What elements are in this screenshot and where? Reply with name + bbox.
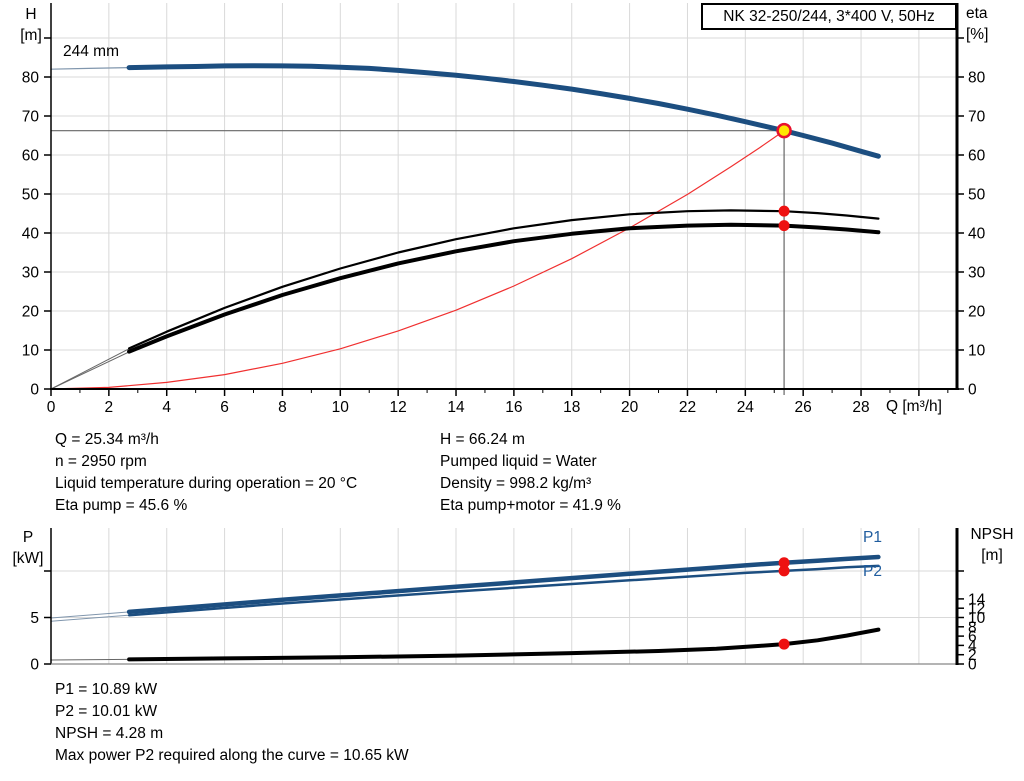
head-chart-right-tick-label: 20 [968, 304, 986, 321]
power-chart-left-tick-label: 0 [30, 657, 39, 674]
p2-curve-lead[interactable] [50, 614, 130, 622]
head-chart-left-tick-label: 30 [22, 265, 40, 282]
head-chart-right-tick-label: 10 [968, 343, 986, 360]
head-chart-left-tick-label: 20 [22, 304, 40, 321]
head-chart-x-tick-label: 6 [220, 399, 229, 416]
eta-pump-motor-point[interactable] [778, 220, 790, 232]
head-chart-x-tick-label: 14 [447, 399, 465, 416]
head-chart-x-tick-label: 12 [390, 399, 407, 416]
eta-pump-curve[interactable] [128, 209, 880, 350]
h-axis-symbol: H [25, 6, 37, 23]
npsh-curve-lead[interactable] [50, 658, 130, 661]
npsh-axis-symbol: NPSH [970, 526, 1014, 543]
p2-curve-label: P2 [863, 563, 882, 580]
head-curve-lead[interactable] [50, 66, 130, 70]
duty-info-right: H = 66.24 m Pumped liquid = Water Densit… [440, 429, 621, 517]
head-chart-left-tick-label: 70 [22, 109, 40, 126]
head-chart-right-tick-label: 60 [968, 148, 986, 165]
power-chart-right-tick-label: 0 [968, 657, 977, 674]
head-chart-x-tick-label: 18 [563, 399, 580, 416]
eta-pump-motor-curve-lead[interactable] [50, 351, 130, 390]
info-pumped-liquid: Pumped liquid = Water [440, 453, 597, 470]
p1-curve[interactable] [126, 554, 881, 615]
head-chart-x-tick-label: 10 [332, 399, 350, 416]
power-chart-right-tick-label: 6 [968, 629, 977, 646]
head-chart-x-tick-label: 16 [505, 399, 522, 416]
power-info: P1 = 10.89 kW P2 = 10.01 kW NPSH = 4.28 … [55, 679, 409, 767]
h-axis-unit: [m] [20, 27, 42, 44]
info-max-power: Max power P2 required along the curve = … [55, 747, 409, 764]
head-chart-x-tick-label: 26 [795, 399, 812, 416]
head-chart-right-tick-label: 50 [968, 187, 986, 204]
head-chart-left-tick-label: 40 [22, 226, 40, 243]
p1-point[interactable] [778, 557, 790, 569]
info-density: Density = 998.2 kg/m³ [440, 475, 592, 492]
head-chart-left-tick-label: 0 [30, 382, 39, 399]
head-chart-x-tick-label: 24 [737, 399, 755, 416]
info-liquid-temp: Liquid temperature during operation = 20… [55, 475, 358, 492]
npsh-point[interactable] [778, 638, 790, 650]
info-eta-pump-motor: Eta pump+motor = 41.9 % [440, 497, 621, 514]
h-axis-title: H [m] [14, 4, 48, 46]
p2-curve[interactable] [127, 564, 880, 617]
info-npsh: NPSH = 4.28 m [55, 725, 164, 742]
info-eta-pump: Eta pump = 45.6 % [55, 497, 188, 514]
eta-pump-point[interactable] [778, 205, 790, 217]
p1-curve-lead[interactable] [50, 611, 130, 619]
info-p1: P1 = 10.89 kW [55, 681, 158, 698]
head-chart-x-tick-label: 0 [47, 399, 56, 416]
head-chart-left-tick-label: 80 [22, 70, 40, 87]
head-curve[interactable] [126, 63, 881, 159]
q-axis-unit-label: Q [m³/h] [886, 398, 942, 415]
head-chart-x-tick-label: 8 [278, 399, 287, 416]
head-chart-x-tick-label: 4 [162, 399, 171, 416]
info-h: H = 66.24 m [440, 431, 525, 448]
eta-pump-motor-curve[interactable] [127, 222, 881, 354]
duty-point[interactable] [776, 122, 792, 139]
eta-axis-title: eta [%] [966, 3, 1010, 45]
power-chart-left-tick-label: 5 [30, 610, 39, 627]
power-chart-right-tick-label: 8 [968, 619, 977, 636]
pump-title-box: NK 32-250/244, 3*400 V, 50Hz [701, 3, 957, 30]
npsh-axis-unit: [m] [981, 547, 1003, 564]
eta-axis-symbol: eta [966, 5, 988, 22]
system-curve[interactable] [50, 130, 785, 390]
head-chart-left-tick-label: 50 [22, 187, 40, 204]
impeller-diameter-label: 244 mm [63, 43, 119, 60]
power-chart-right-tick-label: 2 [968, 647, 977, 664]
head-chart-x-tick-label: 20 [621, 399, 639, 416]
head-chart-x-tick-label: 28 [852, 399, 869, 416]
head-chart-left-tick-label: 60 [22, 148, 40, 165]
head-chart-x-tick-label: 22 [679, 399, 696, 416]
head-chart-right-tick-label: 70 [968, 109, 986, 126]
head-chart-right-tick-label: 30 [968, 265, 986, 282]
head-chart-x-tick-label: 2 [105, 399, 114, 416]
head-chart-right-tick-label: 80 [968, 70, 986, 87]
p-axis-symbol: P [22, 529, 34, 546]
p-axis-unit: [kW] [12, 550, 44, 567]
eta-axis-unit: [%] [966, 26, 989, 43]
power-chart-right-tick-label: 12 [968, 601, 985, 618]
head-chart-right-tick-label: 0 [968, 382, 977, 399]
npsh-curve[interactable] [127, 627, 881, 662]
duty-info-left: Q = 25.34 m³/h n = 2950 rpm Liquid tempe… [55, 429, 357, 517]
p1-curve-label: P1 [863, 529, 882, 546]
npsh-axis-title: NPSH [m] [963, 524, 1021, 566]
head-chart-right-tick-label: 40 [968, 226, 986, 243]
p2-point[interactable] [778, 565, 790, 577]
info-p2: P2 = 10.01 kW [55, 703, 158, 720]
power-chart-right-tick-label: 14 [968, 591, 986, 608]
info-q: Q = 25.34 m³/h [55, 431, 159, 448]
info-speed: n = 2950 rpm [55, 453, 147, 470]
power-chart-right-tick-label: 10 [968, 610, 986, 627]
p-axis-title: P [kW] [8, 527, 48, 569]
pump-title: NK 32-250/244, 3*400 V, 50Hz [723, 7, 935, 25]
head-chart-left-tick-label: 10 [22, 343, 40, 360]
power-chart-right-tick-label: 4 [968, 638, 977, 655]
